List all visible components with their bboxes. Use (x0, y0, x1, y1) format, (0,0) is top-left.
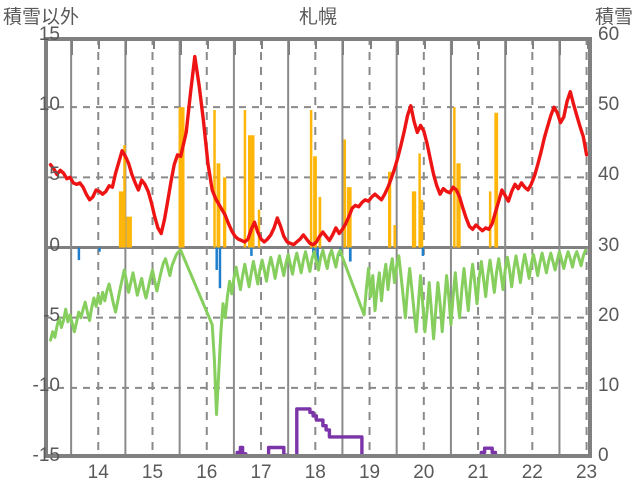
top-tick (369, 41, 372, 49)
x-tick-18: 18 (304, 462, 326, 483)
line-series-layer (45, 54, 592, 458)
y-tick-right-60: 60 (598, 24, 620, 45)
x-tick-23: 23 (575, 462, 598, 483)
top-tick (505, 41, 508, 55)
top-tick (423, 41, 426, 49)
y-tick-right-40: 40 (598, 164, 620, 186)
gridlines (44, 37, 592, 458)
y-tick-left-10: 10 (38, 94, 60, 116)
x-tick-17: 17 (250, 462, 272, 483)
top-tick (396, 41, 399, 55)
right-axis-title: 積雪 (594, 7, 633, 28)
y-tick-left-15: 15 (38, 24, 60, 45)
top-tick (342, 41, 345, 55)
y-tick-right-30: 30 (598, 234, 620, 256)
x-tick-15: 15 (141, 462, 164, 483)
left-axis-title: 積雪以外 (3, 7, 80, 28)
top-tick (179, 41, 182, 55)
top-tick (450, 41, 453, 55)
y-tick-left-5: 5 (49, 164, 60, 186)
x-tick-22: 22 (521, 462, 543, 483)
top-tick (261, 41, 264, 49)
purple-line (45, 407, 592, 458)
top-tick (98, 41, 101, 49)
top-tick (206, 41, 209, 49)
x-tick-14: 14 (87, 462, 109, 483)
y-tick-left-0: 0 (49, 234, 60, 256)
top-tick (532, 41, 535, 49)
top-tick (288, 41, 291, 55)
y-tick-left--10: -10 (32, 374, 60, 396)
top-tick (71, 41, 74, 55)
top-tick (152, 41, 155, 49)
chart-title: 札幌 (298, 7, 337, 28)
y-tick-right-20: 20 (598, 304, 620, 326)
top-tick (559, 41, 562, 55)
green-line (49, 248, 587, 416)
y-tick-right-10: 10 (598, 374, 620, 396)
x-tick-20: 20 (413, 462, 435, 483)
top-tick (478, 41, 481, 49)
y-tick-left--5: -5 (43, 304, 60, 326)
top-tick (125, 41, 128, 55)
x-tick-21: 21 (467, 462, 489, 483)
x-tick-19: 19 (358, 462, 381, 483)
top-tick (586, 41, 589, 49)
x-tick-16: 16 (196, 462, 218, 483)
y-tick-right-0: 0 (598, 445, 609, 466)
y-tick-right-50: 50 (598, 94, 620, 116)
top-tick (315, 41, 318, 49)
plot-area (44, 37, 592, 458)
y-tick-left--15: -15 (32, 445, 60, 466)
red-line (48, 54, 589, 247)
top-tick (233, 41, 236, 55)
